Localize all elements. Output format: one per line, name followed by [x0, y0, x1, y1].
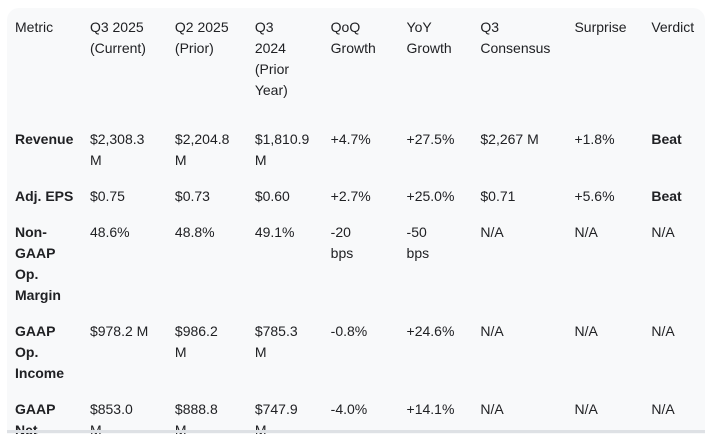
value-cell: $978.2 M	[89, 323, 149, 339]
table-row-gaap-op-income: GAAP Op. Income $978.2 M $986.2 M $785.3…	[7, 306, 705, 384]
table-row-adj-eps: Adj. EPS $0.75 $0.73 $0.60 +2.7% +25.0% …	[7, 171, 705, 207]
value-cell: N/A	[574, 323, 598, 339]
value-cell: $785.3 M	[254, 323, 298, 360]
verdict-cell: Beat	[651, 131, 682, 147]
value-cell: $853.0 M	[89, 401, 133, 434]
value-cell: -0.8%	[330, 323, 368, 339]
value-cell: -20 bps	[330, 224, 354, 261]
value-cell: N/A	[480, 224, 504, 240]
earnings-metrics-card: Metric Q3 2025 (Current) Q2 2025 (Prior)…	[7, 8, 705, 434]
column-header-surprise: Surprise	[574, 19, 627, 35]
value-cell: $2,204.8 M	[174, 131, 230, 168]
earnings-metrics-table: Metric Q3 2025 (Current) Q2 2025 (Prior)…	[7, 8, 705, 434]
value-cell: N/A	[574, 401, 598, 417]
value-cell: N/A	[574, 224, 598, 240]
value-cell: +1.8%	[574, 131, 615, 147]
verdict-cell: Beat	[651, 188, 682, 204]
value-cell: $2,267 M	[480, 131, 539, 147]
value-cell: 49.1%	[254, 224, 295, 240]
value-cell: $888.8 M	[174, 401, 218, 434]
column-header-q3-2025: Q3 2025 (Current)	[89, 19, 146, 56]
value-cell: $986.2 M	[174, 323, 218, 360]
metric-label: Revenue	[15, 131, 74, 147]
value-cell: +27.5%	[406, 131, 455, 147]
table-row-non-gaap-op-margin: Non- GAAP Op. Margin 48.6% 48.8% 49.1% -…	[7, 207, 705, 306]
table-row-revenue: Revenue $2,308.3 M $2,204.8 M $1,810.9 M…	[7, 114, 705, 171]
metric-label: Non- GAAP Op. Margin	[15, 224, 61, 303]
column-header-q2-2025: Q2 2025 (Prior)	[174, 19, 229, 56]
value-cell: $1,810.9 M	[254, 131, 310, 168]
column-header-yoy-growth: YoY Growth	[406, 19, 452, 56]
column-header-qoq-growth: QoQ Growth	[330, 19, 376, 56]
table-row-gaap-net-income: GAAP Net Income $853.0 M $888.8 M $747.9…	[7, 384, 705, 434]
value-cell: -50 bps	[406, 224, 430, 261]
value-cell: 48.6%	[89, 224, 130, 240]
value-cell: +2.7%	[330, 188, 371, 204]
value-cell: +25.0%	[406, 188, 455, 204]
column-header-q3-consensus: Q3 Consensus	[480, 19, 551, 56]
value-cell: $0.60	[254, 188, 290, 204]
column-header-metric: Metric	[15, 19, 54, 35]
value-cell: +24.6%	[406, 323, 455, 339]
value-cell: $0.75	[89, 188, 125, 204]
header-row: Metric Q3 2025 (Current) Q2 2025 (Prior)…	[7, 8, 705, 114]
bottom-divider	[7, 430, 705, 433]
column-header-q3-2024: Q3 2024 (Prior Year)	[254, 19, 290, 98]
metric-label: GAAP Net Income	[15, 401, 56, 434]
value-cell: N/A	[480, 401, 504, 417]
value-cell: +5.6%	[574, 188, 615, 204]
verdict-cell: N/A	[651, 323, 675, 339]
verdict-cell: N/A	[651, 224, 675, 240]
value-cell: 48.8%	[174, 224, 215, 240]
value-cell: $0.73	[174, 188, 210, 204]
value-cell: +14.1%	[406, 401, 455, 417]
value-cell: +4.7%	[330, 131, 371, 147]
column-header-verdict: Verdict	[651, 19, 695, 35]
value-cell: $0.71	[480, 188, 516, 204]
verdict-cell: N/A	[651, 401, 675, 417]
value-cell: $2,308.3 M	[89, 131, 145, 168]
value-cell: N/A	[480, 323, 504, 339]
metric-label: Adj. EPS	[15, 188, 74, 204]
metric-label: GAAP Op. Income	[15, 323, 65, 381]
value-cell: -4.0%	[330, 401, 368, 417]
value-cell: $747.9 M	[254, 401, 298, 434]
